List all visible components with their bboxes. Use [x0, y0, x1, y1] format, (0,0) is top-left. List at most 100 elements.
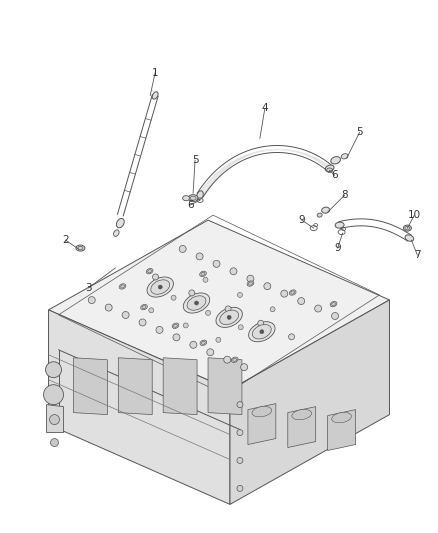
Ellipse shape: [183, 196, 190, 200]
Circle shape: [237, 486, 243, 491]
Circle shape: [314, 305, 321, 312]
Circle shape: [260, 330, 264, 334]
Circle shape: [264, 282, 271, 289]
Circle shape: [179, 246, 186, 253]
Circle shape: [46, 362, 61, 378]
Ellipse shape: [331, 157, 340, 164]
Ellipse shape: [152, 92, 158, 99]
Ellipse shape: [317, 213, 322, 217]
Circle shape: [194, 301, 198, 305]
Circle shape: [171, 295, 176, 300]
Ellipse shape: [291, 291, 295, 294]
Ellipse shape: [201, 341, 205, 344]
Ellipse shape: [321, 207, 330, 213]
Ellipse shape: [231, 357, 238, 362]
Ellipse shape: [233, 358, 237, 361]
Polygon shape: [208, 358, 242, 415]
Text: 4: 4: [261, 103, 268, 114]
Circle shape: [237, 430, 243, 435]
Text: 2: 2: [62, 235, 69, 245]
Ellipse shape: [247, 281, 254, 286]
Text: 9: 9: [334, 243, 341, 253]
Circle shape: [238, 325, 243, 330]
Circle shape: [149, 308, 154, 313]
Polygon shape: [163, 358, 197, 415]
Ellipse shape: [216, 308, 242, 327]
Ellipse shape: [252, 407, 272, 417]
Ellipse shape: [141, 304, 147, 310]
Ellipse shape: [292, 409, 311, 420]
Circle shape: [152, 274, 159, 280]
Circle shape: [122, 311, 129, 319]
Ellipse shape: [187, 296, 206, 310]
Ellipse shape: [172, 323, 179, 328]
Polygon shape: [74, 358, 107, 415]
Ellipse shape: [249, 322, 275, 342]
Circle shape: [216, 337, 221, 342]
Ellipse shape: [147, 277, 173, 297]
Ellipse shape: [119, 284, 126, 289]
Ellipse shape: [332, 303, 336, 306]
Text: 1: 1: [152, 68, 159, 77]
Ellipse shape: [341, 154, 348, 159]
Text: 5: 5: [356, 127, 363, 138]
Circle shape: [88, 297, 95, 304]
Circle shape: [183, 323, 188, 328]
Circle shape: [196, 253, 203, 260]
Text: 3: 3: [85, 283, 92, 293]
Circle shape: [247, 275, 254, 282]
Ellipse shape: [325, 165, 334, 172]
Circle shape: [224, 356, 231, 363]
Text: 6: 6: [331, 170, 338, 180]
Circle shape: [240, 364, 247, 370]
Text: 10: 10: [408, 210, 421, 220]
Ellipse shape: [332, 413, 351, 423]
Circle shape: [281, 290, 288, 297]
Ellipse shape: [201, 272, 205, 276]
Circle shape: [225, 306, 231, 312]
Polygon shape: [46, 405, 64, 433]
Text: 8: 8: [341, 190, 348, 200]
Polygon shape: [230, 300, 389, 504]
Text: 6: 6: [187, 200, 194, 210]
Circle shape: [173, 334, 180, 341]
Circle shape: [258, 320, 264, 326]
Ellipse shape: [200, 340, 207, 345]
Circle shape: [105, 304, 112, 311]
Circle shape: [139, 319, 146, 326]
Ellipse shape: [117, 219, 124, 228]
Circle shape: [270, 307, 275, 312]
Polygon shape: [288, 407, 316, 448]
Ellipse shape: [405, 235, 414, 241]
Circle shape: [190, 341, 197, 348]
Ellipse shape: [151, 280, 170, 294]
Ellipse shape: [403, 225, 411, 231]
Text: 5: 5: [192, 155, 198, 165]
Circle shape: [213, 260, 220, 268]
Circle shape: [156, 326, 163, 334]
Circle shape: [207, 349, 214, 356]
Ellipse shape: [190, 196, 196, 200]
Circle shape: [205, 310, 211, 316]
Ellipse shape: [335, 222, 344, 228]
Polygon shape: [248, 403, 276, 445]
Polygon shape: [328, 410, 356, 450]
Ellipse shape: [220, 310, 239, 325]
Ellipse shape: [290, 290, 296, 295]
Ellipse shape: [146, 269, 153, 274]
Circle shape: [237, 457, 243, 464]
Ellipse shape: [120, 285, 124, 288]
Circle shape: [289, 334, 295, 340]
Text: 9: 9: [298, 215, 305, 225]
Text: 7: 7: [414, 250, 420, 260]
Ellipse shape: [173, 324, 177, 327]
Ellipse shape: [330, 301, 337, 307]
Polygon shape: [49, 220, 389, 390]
Circle shape: [49, 415, 60, 425]
Ellipse shape: [148, 270, 152, 273]
Ellipse shape: [188, 195, 198, 201]
Polygon shape: [49, 310, 230, 504]
Circle shape: [158, 285, 162, 289]
Ellipse shape: [252, 325, 271, 339]
Ellipse shape: [113, 230, 119, 236]
